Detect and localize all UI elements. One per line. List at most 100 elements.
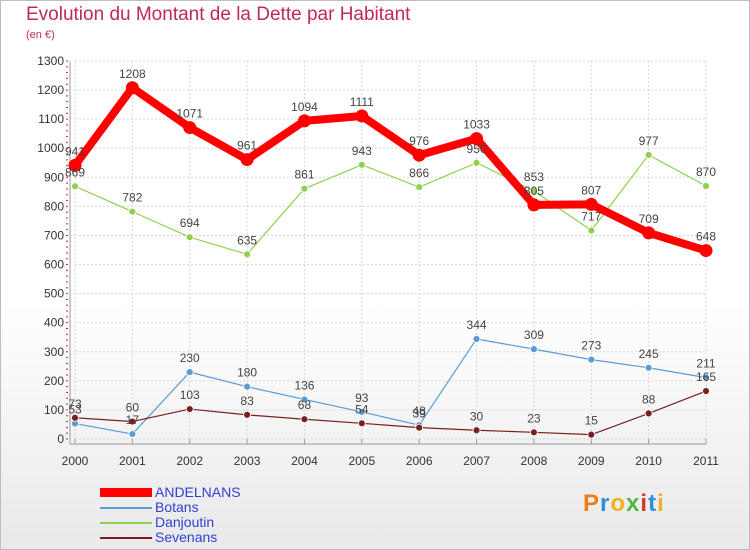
data-label-botans: 230 xyxy=(180,351,200,365)
data-point-botans xyxy=(185,368,194,377)
data-point-andelnans xyxy=(470,132,484,146)
data-point-andelnans xyxy=(240,153,254,167)
data-point-danjoutin xyxy=(472,158,481,167)
x-tick-label: 2002 xyxy=(176,454,203,468)
proxiti-logo: Proxiti xyxy=(583,490,665,518)
data-point-botans xyxy=(530,345,538,354)
series-line-andelnans xyxy=(71,83,708,255)
logo-letter: o xyxy=(610,490,627,517)
data-point-botans xyxy=(472,335,481,343)
data-point-andelnans xyxy=(699,244,713,258)
data-label-danjoutin: 870 xyxy=(696,165,716,179)
data-point-botans xyxy=(243,382,251,391)
axes: 0 100 200 300 400 500 600 700 800 900 1000 1100 1200… xyxy=(37,54,719,468)
data-label-andelnans: 805 xyxy=(524,184,544,198)
x-tick-label: 2000 xyxy=(62,454,89,468)
data-point-andelnans xyxy=(355,109,369,123)
legend-label: Danjoutin xyxy=(155,514,215,530)
legend-swatch-andelnans xyxy=(100,488,152,497)
legend-swatch-danjoutin xyxy=(100,521,152,524)
data-label-danjoutin: 869 xyxy=(65,165,85,179)
data-point-botans xyxy=(300,395,309,404)
x-tick-label: 2009 xyxy=(578,454,605,468)
data-point-sevenans xyxy=(644,409,653,418)
data-labels: 941 1208 1071 961 1094 1111 976 1033 805 807 709 64… xyxy=(65,67,716,428)
data-label-andelnans: 807 xyxy=(581,183,601,197)
logo-letter: r xyxy=(600,490,611,517)
x-tick-label: 2005 xyxy=(348,454,375,468)
data-label-danjoutin: 782 xyxy=(122,191,142,205)
x-tick-label: 2008 xyxy=(521,454,548,468)
data-point-sevenans xyxy=(530,428,538,437)
data-label-sevenans: 30 xyxy=(470,409,484,423)
x-tick-label: 2004 xyxy=(291,454,318,468)
y-tick-label: 300 xyxy=(44,345,64,359)
data-point-sevenans xyxy=(185,405,194,413)
chart-subtitle: (en €) xyxy=(26,29,55,41)
data-label-andelnans: 1208 xyxy=(119,67,146,81)
y-tick-label: 800 xyxy=(44,199,64,213)
y-tick-label: 1000 xyxy=(37,141,64,155)
logo-letter: i xyxy=(657,490,665,517)
logo-letter: i xyxy=(640,490,649,517)
data-label-andelnans: 648 xyxy=(696,230,716,244)
data-label-botans: 245 xyxy=(639,347,659,361)
legend-item-andelnans: ANDELNANS xyxy=(100,485,241,500)
data-point-botans xyxy=(644,363,653,372)
data-label-botans: 93 xyxy=(355,391,369,405)
data-label-andelnans: 1111 xyxy=(350,95,374,109)
data-label-sevenans: 54 xyxy=(355,402,369,416)
data-label-andelnans: 1033 xyxy=(463,118,490,132)
data-point-botans xyxy=(128,430,137,438)
legend-item-danjoutin: Danjoutin xyxy=(100,515,241,530)
data-point-danjoutin xyxy=(128,207,137,216)
data-point-sevenans xyxy=(243,410,251,419)
y-tick-label: 200 xyxy=(44,374,64,388)
data-label-botans: 48 xyxy=(413,404,427,418)
data-label-botans: 211 xyxy=(696,357,715,371)
legend-swatch-sevenans xyxy=(100,536,152,539)
data-point-danjoutin xyxy=(702,182,710,190)
data-label-danjoutin: 853 xyxy=(524,170,544,184)
x-tick-label: 2001 xyxy=(119,454,146,468)
data-point-sevenans xyxy=(415,423,424,432)
data-label-sevenans: 73 xyxy=(68,397,82,411)
data-label-botans: 17 xyxy=(126,413,140,427)
data-label-botans: 53 xyxy=(68,403,82,417)
data-point-andelnans xyxy=(527,198,541,212)
data-point-botans xyxy=(702,373,710,382)
data-point-sevenans xyxy=(128,417,137,426)
data-label-andelnans: 961 xyxy=(237,139,257,153)
data-label-sevenans: 23 xyxy=(527,411,541,425)
data-point-andelnans xyxy=(642,226,656,240)
data-point-danjoutin xyxy=(415,183,424,192)
legend-label: ANDELNANS xyxy=(155,484,241,500)
data-point-danjoutin xyxy=(530,187,538,195)
data-label-andelnans: 941 xyxy=(65,144,85,158)
data-point-botans xyxy=(357,408,366,416)
data-point-danjoutin xyxy=(185,233,194,242)
y-tick-label: 600 xyxy=(44,258,64,272)
series-line-danjoutin xyxy=(74,154,707,255)
legend: ANDELNANS Botans Danjoutin Sevenans xyxy=(100,485,241,545)
series-line-botans xyxy=(74,338,707,435)
data-label-danjoutin: 866 xyxy=(409,166,429,180)
data-label-sevenans: 88 xyxy=(642,392,656,406)
data-label-sevenans: 39 xyxy=(413,407,427,421)
logo-letter: t xyxy=(648,490,658,517)
data-label-sevenans: 60 xyxy=(126,401,140,415)
x-tick-label: 2010 xyxy=(635,454,662,468)
data-point-sevenans xyxy=(300,415,309,424)
x-tick-label: 2006 xyxy=(406,454,433,468)
y-tick-label: 500 xyxy=(44,287,64,301)
chart-title: Evolution du Montant de la Dette par Hab… xyxy=(26,4,411,25)
data-point-botans xyxy=(587,355,596,364)
data-point-andelnans xyxy=(183,121,197,135)
y-tick-label: 1300 xyxy=(37,54,64,68)
data-point-danjoutin xyxy=(300,184,309,193)
series-line-sevenans xyxy=(74,390,707,436)
data-label-botans: 273 xyxy=(581,339,601,353)
y-tick-label: 700 xyxy=(44,228,64,242)
data-point-andelnans xyxy=(68,158,82,172)
y-tick-label: 1100 xyxy=(38,112,64,126)
